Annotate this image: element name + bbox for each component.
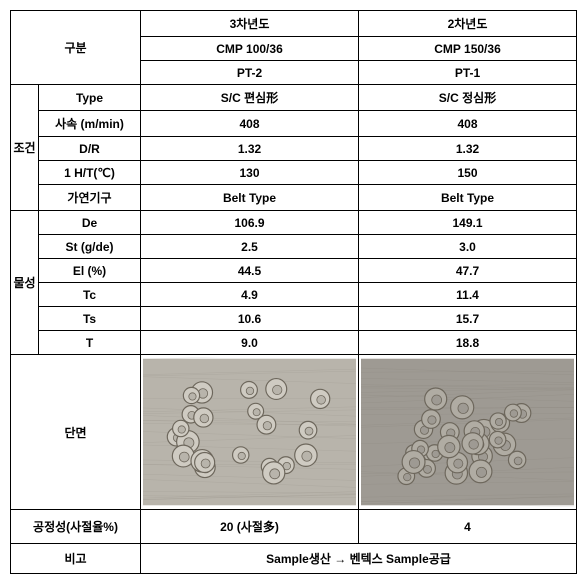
phys-v1-5: 9.0 bbox=[141, 331, 359, 355]
header-year3: 3차년도 bbox=[141, 11, 359, 37]
phys-label-2: El (%) bbox=[39, 259, 141, 283]
cond-label-4: 가연기구 bbox=[39, 185, 141, 211]
phys-v2-0: 149.1 bbox=[359, 211, 577, 235]
phys-v2-3: 11.4 bbox=[359, 283, 577, 307]
cond-label-2: D/R bbox=[39, 137, 141, 161]
cond-v2-2: 1.32 bbox=[359, 137, 577, 161]
group-phys: 물성 bbox=[11, 211, 39, 355]
phys-v2-5: 18.8 bbox=[359, 331, 577, 355]
phys-label-5: T bbox=[39, 331, 141, 355]
cond-v1-3: 130 bbox=[141, 161, 359, 185]
cross-section-svg-1 bbox=[143, 357, 356, 507]
phys-v1-3: 4.9 bbox=[141, 283, 359, 307]
cond-v1-2: 1.32 bbox=[141, 137, 359, 161]
process-label: 공정성(사절율%) bbox=[11, 510, 141, 544]
section-label: 단면 bbox=[11, 355, 141, 510]
phys-v2-4: 15.7 bbox=[359, 307, 577, 331]
phys-v1-0: 106.9 bbox=[141, 211, 359, 235]
header-year2: 2차년도 bbox=[359, 11, 577, 37]
phys-v2-1: 3.0 bbox=[359, 235, 577, 259]
group-cond: 조건 bbox=[11, 85, 39, 211]
section-image-1 bbox=[141, 355, 359, 510]
cross-section-svg-2 bbox=[361, 357, 574, 507]
cond-label-0: Type bbox=[39, 85, 141, 111]
header-gubun: 구분 bbox=[11, 11, 141, 85]
phys-label-1: St (g/de) bbox=[39, 235, 141, 259]
phys-v1-2: 44.5 bbox=[141, 259, 359, 283]
cond-v2-1: 408 bbox=[359, 111, 577, 137]
header-cmp3: CMP 100/36 bbox=[141, 37, 359, 61]
header-pt2: PT-1 bbox=[359, 61, 577, 85]
process-v1: 20 (사절多) bbox=[141, 510, 359, 544]
header-pt3: PT-2 bbox=[141, 61, 359, 85]
phys-label-4: Ts bbox=[39, 307, 141, 331]
cond-v2-3: 150 bbox=[359, 161, 577, 185]
cond-label-1: 사속 (m/min) bbox=[39, 111, 141, 137]
phys-v1-1: 2.5 bbox=[141, 235, 359, 259]
cond-label-3: 1 H/T(℃) bbox=[39, 161, 141, 185]
section-image-2 bbox=[359, 355, 577, 510]
spec-table: 구분 3차년도 2차년도 CMP 100/36 CMP 150/36 PT-2 … bbox=[10, 10, 577, 574]
cond-v1-0: S/C 편심形 bbox=[141, 85, 359, 111]
phys-label-3: Tc bbox=[39, 283, 141, 307]
phys-v1-4: 10.6 bbox=[141, 307, 359, 331]
cond-v1-1: 408 bbox=[141, 111, 359, 137]
header-cmp2: CMP 150/36 bbox=[359, 37, 577, 61]
phys-v2-2: 47.7 bbox=[359, 259, 577, 283]
cond-v1-4: Belt Type bbox=[141, 185, 359, 211]
cond-v2-4: Belt Type bbox=[359, 185, 577, 211]
cond-v2-0: S/C 정심形 bbox=[359, 85, 577, 111]
phys-label-0: De bbox=[39, 211, 141, 235]
process-v2: 4 bbox=[359, 510, 577, 544]
